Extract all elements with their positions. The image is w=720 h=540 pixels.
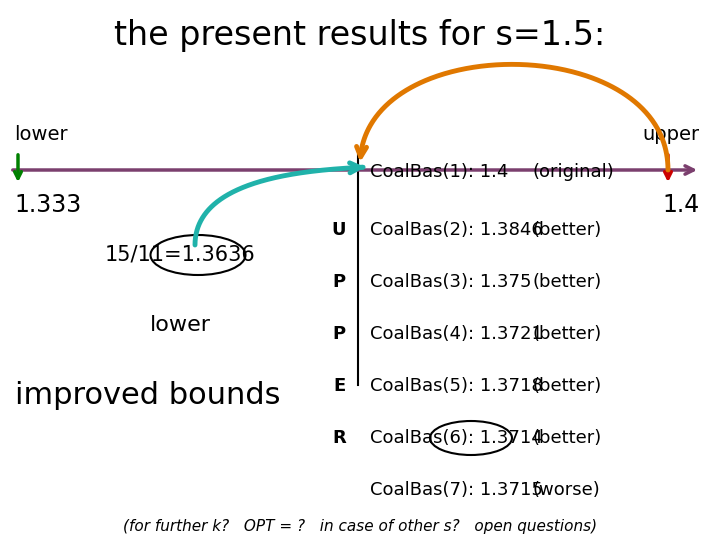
Text: CoalBas(5): 1.3718: CoalBas(5): 1.3718 xyxy=(370,377,543,395)
Text: P: P xyxy=(333,325,346,343)
Text: (better): (better) xyxy=(533,325,602,343)
Text: (for further k?   OPT = ?   in case of other s?   open questions): (for further k? OPT = ? in case of other… xyxy=(123,518,597,534)
Text: lower: lower xyxy=(150,315,211,335)
Text: CoalBas(1): 1.4: CoalBas(1): 1.4 xyxy=(370,163,508,181)
Text: CoalBas(4): 1.3721: CoalBas(4): 1.3721 xyxy=(370,325,543,343)
Text: improved bounds: improved bounds xyxy=(15,381,281,409)
Text: R: R xyxy=(332,429,346,447)
Text: lower: lower xyxy=(14,125,68,145)
Text: E: E xyxy=(334,377,346,395)
Text: CoalBas(7): 1.3715: CoalBas(7): 1.3715 xyxy=(370,481,543,499)
Text: (better): (better) xyxy=(533,377,602,395)
Text: P: P xyxy=(333,273,346,291)
Text: (better): (better) xyxy=(533,221,602,239)
Text: (worse): (worse) xyxy=(533,481,600,499)
Text: (original): (original) xyxy=(533,163,615,181)
Text: (better): (better) xyxy=(533,429,602,447)
Text: upper: upper xyxy=(643,125,700,145)
Text: CoalBas(6): 1.3714: CoalBas(6): 1.3714 xyxy=(370,429,543,447)
Text: the present results for s=1.5:: the present results for s=1.5: xyxy=(114,18,606,51)
Text: 1.4: 1.4 xyxy=(662,193,700,217)
Text: 1.333: 1.333 xyxy=(14,193,81,217)
Text: CoalBas(3): 1.375: CoalBas(3): 1.375 xyxy=(370,273,531,291)
Text: CoalBas(2): 1.3846: CoalBas(2): 1.3846 xyxy=(370,221,543,239)
Text: U: U xyxy=(331,221,346,239)
Text: 15/11=1.3636: 15/11=1.3636 xyxy=(105,245,256,265)
Text: (better): (better) xyxy=(533,273,602,291)
